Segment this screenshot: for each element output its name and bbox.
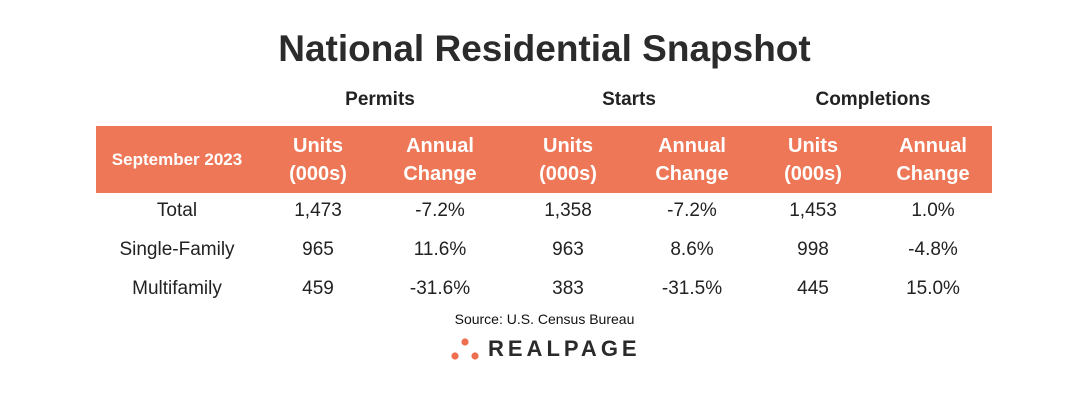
column-header: Annual Change	[622, 126, 762, 193]
table-cell: 445	[797, 278, 829, 299]
group-header: Completions	[815, 89, 931, 110]
column-header-line: Change	[403, 162, 477, 185]
table-cell: 8.6%	[670, 239, 714, 260]
row-label: Total	[156, 200, 198, 221]
column-header-line: Annual	[406, 134, 474, 157]
logo-text: REALPAGE	[488, 336, 641, 361]
logo-dots-icon	[451, 338, 479, 360]
column-header-line: (000s)	[289, 162, 347, 185]
table-cell: -7.2%	[667, 200, 717, 221]
column-header-line: Units	[788, 134, 838, 157]
table-cell: 965	[302, 239, 334, 260]
page-title: National Residential Snapshot	[278, 28, 811, 69]
column-header: Annual Change	[863, 126, 1003, 193]
table-cell: 998	[797, 239, 829, 260]
realpage-logo: REALPAGE	[450, 336, 641, 362]
column-header: Units (000s)	[743, 126, 883, 193]
column-header-line: Annual	[899, 134, 967, 157]
column-header-line: Units	[543, 134, 593, 157]
table-cell: 1.0%	[911, 200, 955, 221]
header-bar	[96, 126, 992, 193]
column-header-line: Change	[896, 162, 970, 185]
group-header: Permits	[345, 89, 415, 110]
group-header: Starts	[602, 89, 656, 110]
table-cell: -31.6%	[409, 278, 471, 299]
column-header-line: Change	[655, 162, 729, 185]
table-cell: 1,453	[789, 200, 837, 221]
table-cell: -7.2%	[415, 200, 465, 221]
row-label: Single-Family	[119, 239, 235, 260]
column-header-line: (000s)	[539, 162, 597, 185]
table-cell: -4.8%	[908, 239, 958, 260]
row-label: Multifamily	[132, 278, 222, 299]
column-header-line: Units	[293, 134, 343, 157]
table-cell: 963	[552, 239, 584, 260]
column-header: Annual Change	[370, 126, 510, 193]
source-note: Source: U.S. Census Bureau	[454, 311, 635, 327]
table-cell: 459	[302, 278, 334, 299]
column-header: Units (000s)	[498, 126, 638, 193]
table-cell: 15.0%	[906, 278, 960, 299]
row-header-label: September 2023	[111, 149, 243, 169]
table-cell: 383	[552, 278, 584, 299]
table-cell: 1,358	[544, 200, 592, 221]
column-header-line: (000s)	[784, 162, 842, 185]
table-cell: 1,473	[294, 200, 342, 221]
column-header: Units (000s)	[248, 126, 388, 193]
column-header-line: Annual	[658, 134, 726, 157]
table-cell: -31.5%	[661, 278, 723, 299]
table-cell: 11.6%	[413, 239, 467, 260]
